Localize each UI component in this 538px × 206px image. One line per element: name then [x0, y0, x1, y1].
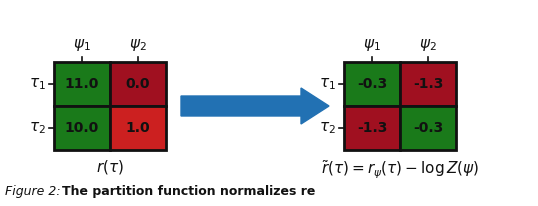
Text: 10.0: 10.0 [65, 121, 99, 135]
Text: -1.3: -1.3 [357, 121, 387, 135]
Text: $\tilde{r}(\tau) = r_\psi(\tau) - \log Z(\psi)$: $\tilde{r}(\tau) = r_\psi(\tau) - \log Z… [321, 158, 479, 180]
Text: $\psi_2$: $\psi_2$ [129, 37, 147, 53]
Text: The partition function normalizes re: The partition function normalizes re [62, 185, 315, 199]
Bar [344, 106, 400, 150]
Text: $\psi_1$: $\psi_1$ [73, 37, 91, 53]
Text: $r(\tau)$: $r(\tau)$ [96, 158, 124, 176]
Text: -0.3: -0.3 [357, 77, 387, 91]
Text: Figure 2:: Figure 2: [5, 185, 61, 199]
Text: $\tau_2$: $\tau_2$ [29, 120, 46, 136]
Text: 0.0: 0.0 [126, 77, 150, 91]
Text: 1.0: 1.0 [126, 121, 150, 135]
Text: $\psi_1$: $\psi_1$ [363, 37, 381, 53]
Text: $\psi_2$: $\psi_2$ [419, 37, 437, 53]
Bar [54, 62, 110, 106]
Text: $\tau_1$: $\tau_1$ [29, 76, 46, 92]
Text: $\tau_2$: $\tau_2$ [319, 120, 336, 136]
Bar [54, 106, 110, 150]
Bar [344, 62, 400, 106]
Bar [110, 106, 166, 150]
Bar [110, 62, 166, 106]
Bar [400, 62, 456, 106]
Text: -1.3: -1.3 [413, 77, 443, 91]
Bar [400, 106, 456, 150]
Text: 11.0: 11.0 [65, 77, 99, 91]
Text: $\tau_1$: $\tau_1$ [319, 76, 336, 92]
Text: -0.3: -0.3 [413, 121, 443, 135]
FancyArrow shape [181, 88, 329, 124]
